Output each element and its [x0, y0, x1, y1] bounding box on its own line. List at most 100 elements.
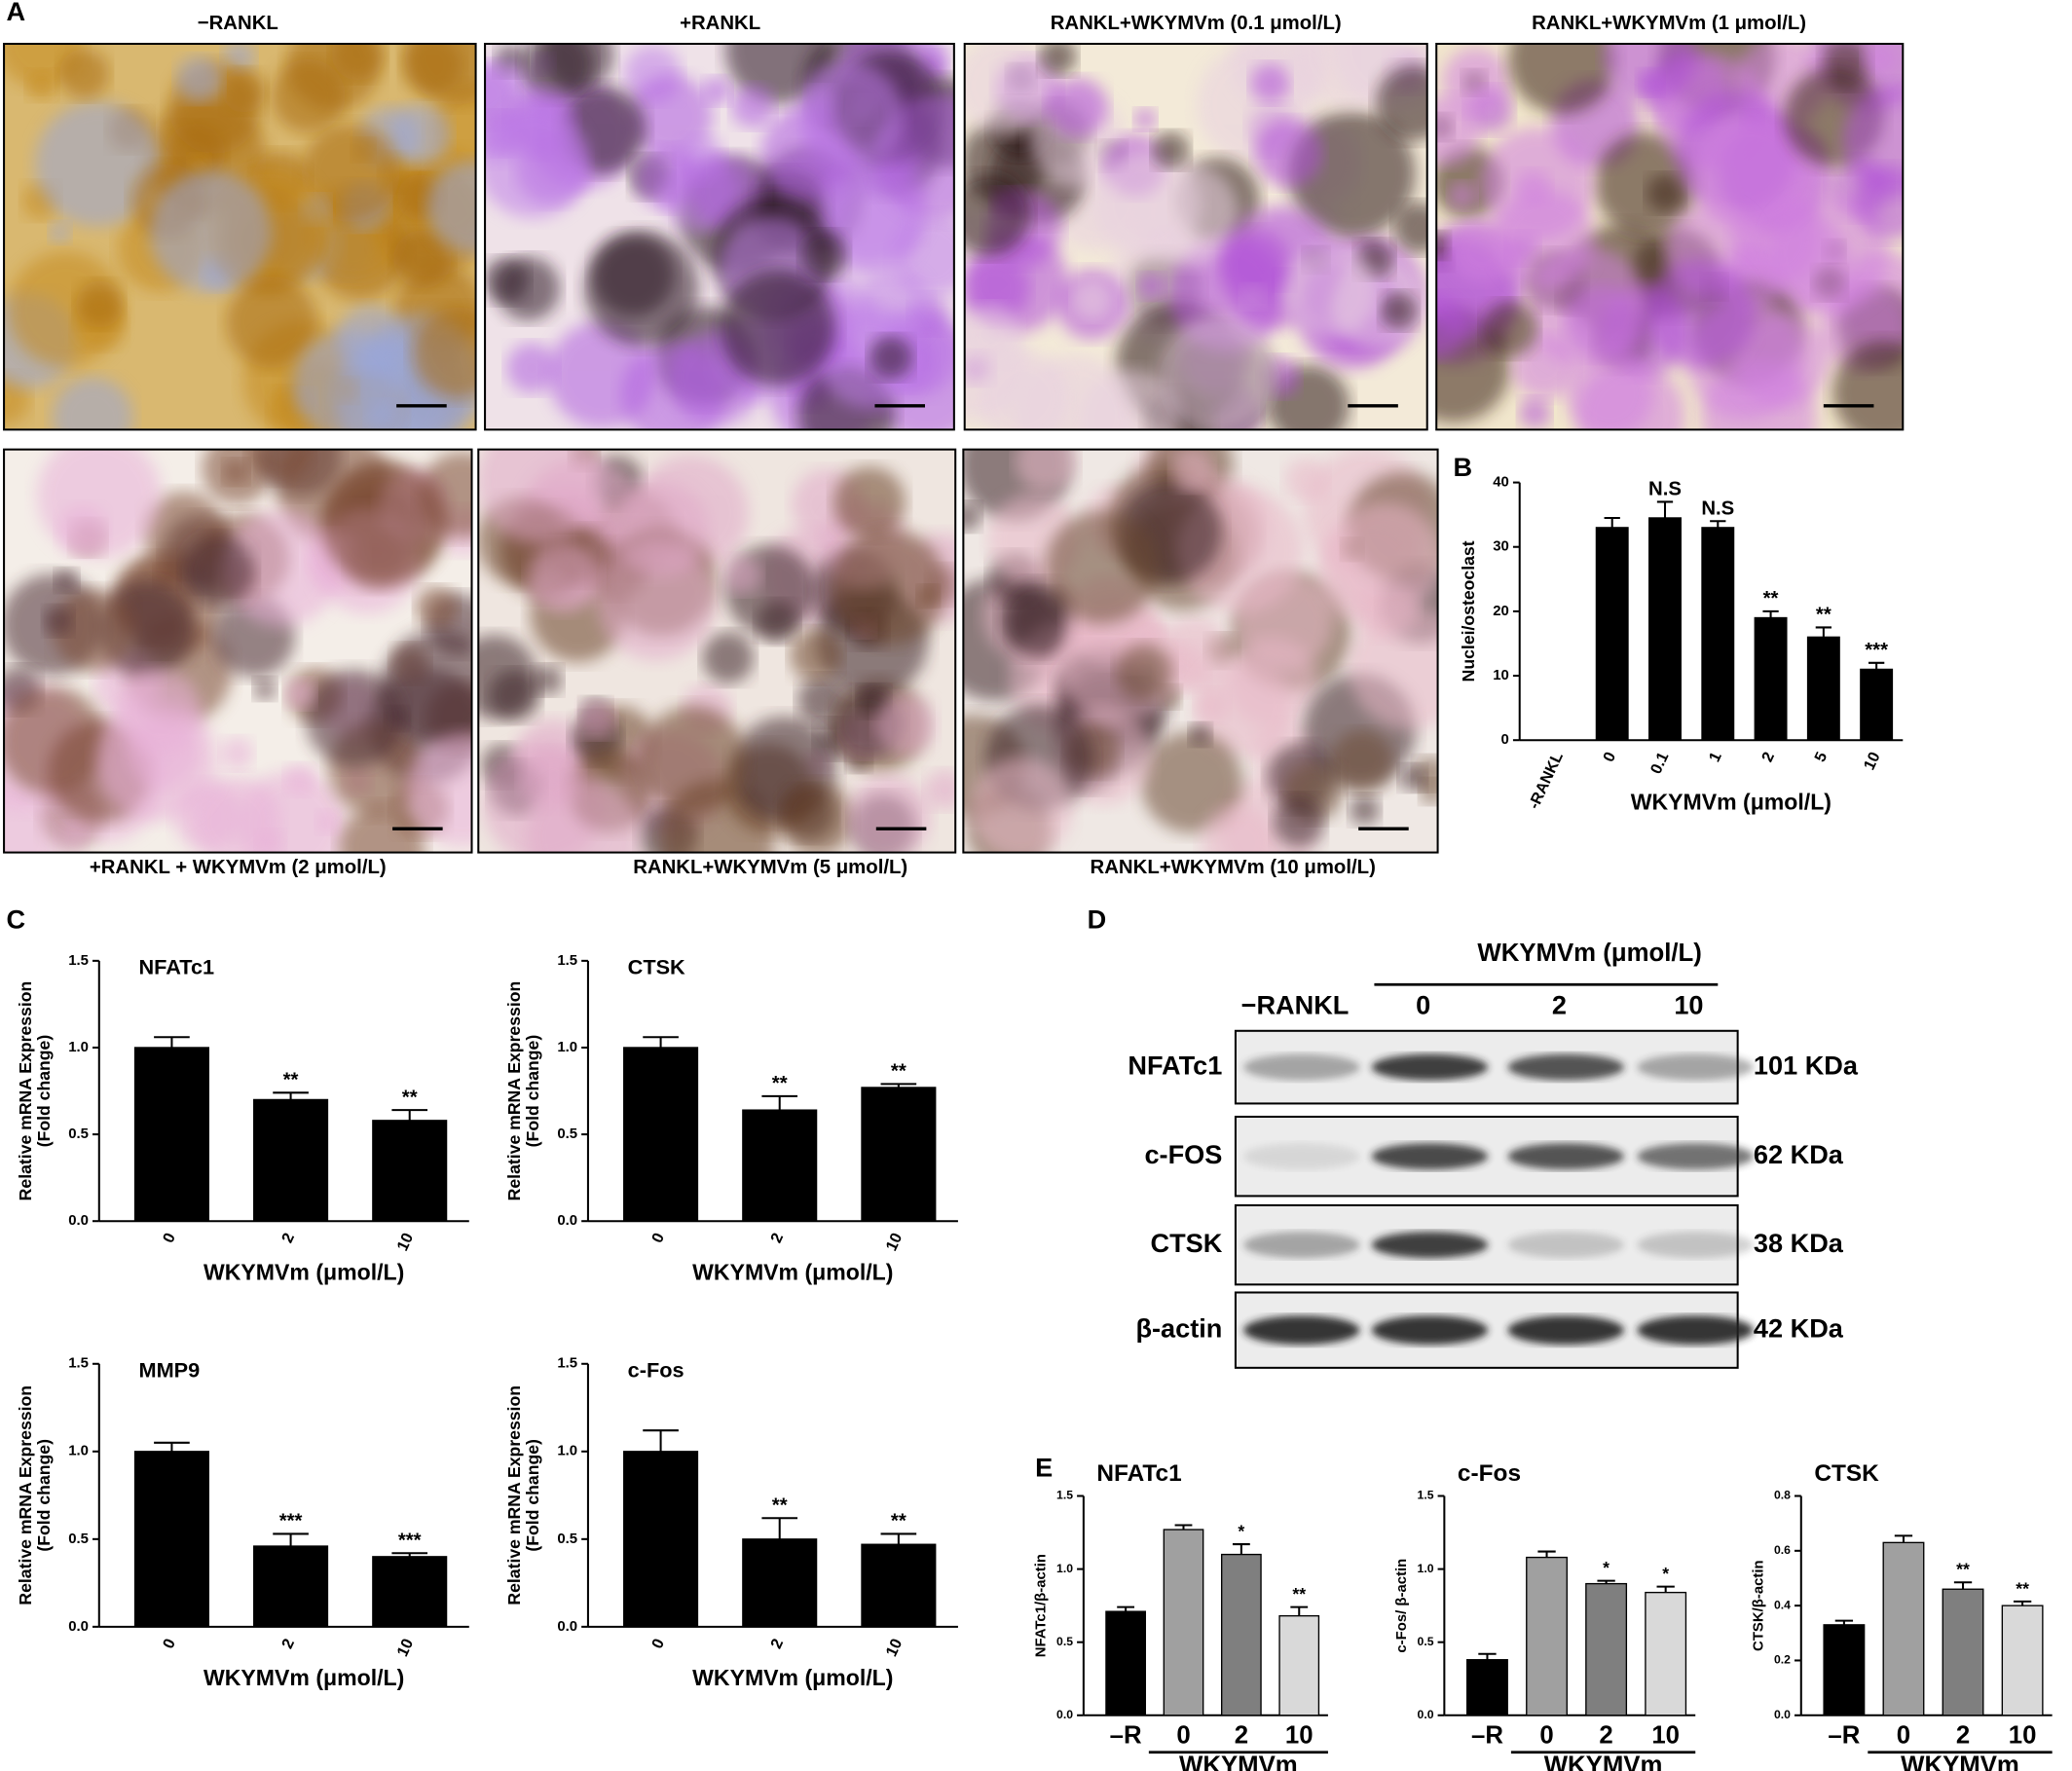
y-tick-label: 0.5	[1056, 1635, 1073, 1648]
cell	[1637, 69, 1664, 95]
significance: **	[1292, 1584, 1306, 1604]
micrograph	[3, 42, 477, 431]
cell	[1237, 573, 1334, 670]
cell	[405, 733, 472, 847]
bar	[623, 1047, 699, 1222]
y-axis-label: c-Fos/ β-actin	[1393, 1559, 1410, 1653]
cell	[532, 665, 563, 695]
cell	[1015, 449, 1077, 493]
band-size: 62 KDa	[1754, 1139, 1844, 1169]
x-tick-label: 0	[1176, 1721, 1190, 1749]
x-tick-label: 10	[2009, 1721, 2037, 1749]
band-size: 42 KDa	[1754, 1312, 1844, 1343]
cell	[52, 589, 135, 672]
cell	[271, 58, 346, 133]
cell	[380, 629, 472, 745]
cell	[1116, 644, 1173, 701]
blot-title: WKYMVm (μmol/L)	[1477, 940, 1701, 967]
cell	[1273, 795, 1325, 848]
blot-band	[1637, 1315, 1754, 1346]
cell	[964, 255, 1029, 323]
cell	[248, 449, 312, 482]
cell	[478, 449, 602, 543]
significance: **	[1763, 588, 1779, 609]
y-axis-label: Relative mRNA Expression	[16, 1385, 35, 1605]
significance: ***	[398, 1530, 422, 1551]
cell	[1189, 723, 1211, 746]
blot-band	[1243, 1143, 1360, 1170]
x-tick-label: 10	[393, 1636, 417, 1659]
cell	[796, 61, 904, 169]
cell	[75, 280, 124, 328]
micrograph-frame	[484, 42, 955, 431]
chart-title: MMP9	[139, 1358, 201, 1383]
error-bar	[154, 1441, 190, 1452]
y-axis-label: (Fold change)	[523, 1439, 542, 1552]
x-tick-label: 10	[882, 1636, 906, 1659]
error-bar	[1597, 1579, 1615, 1584]
y-tick-label: 0.0	[1774, 1708, 1791, 1721]
lane-label: 2	[1552, 990, 1567, 1020]
micrograph-title: +RANKL + WKYMVm (2 μmol/L)	[90, 857, 387, 878]
cell	[34, 101, 161, 227]
cell	[1328, 502, 1438, 617]
cell	[1159, 316, 1277, 430]
x-axis-label: WKYMVm (μmol/L)	[204, 1260, 404, 1285]
bar	[1754, 616, 1788, 741]
significance: *	[1662, 1564, 1669, 1583]
cell	[830, 529, 947, 646]
protein-label: c-FOS	[1144, 1139, 1222, 1169]
y-tick-label: 0.0	[68, 1212, 89, 1229]
bar	[1860, 668, 1894, 741]
bar	[861, 1087, 937, 1222]
cell	[1039, 43, 1077, 76]
significance: **	[772, 1073, 788, 1094]
y-axis-label: (Fold change)	[523, 1035, 542, 1148]
error-bar	[1762, 609, 1779, 618]
cell	[1448, 181, 1476, 209]
significance: **	[1956, 1560, 1970, 1579]
y-tick-label: 0.0	[557, 1212, 577, 1229]
y-tick-label: 0.8	[1774, 1489, 1791, 1502]
cell	[496, 256, 560, 321]
chart-title: CTSK	[1814, 1460, 1879, 1487]
y-tick-label: 1.5	[68, 1355, 89, 1372]
significance: N.S	[1648, 479, 1682, 500]
y-tick-label: 0.5	[557, 1531, 577, 1547]
error-bar	[1894, 1534, 1913, 1543]
micrograph-title: RANKL+WKYMVm (0.1 μmol/L)	[1051, 13, 1342, 34]
cell	[389, 104, 451, 166]
cell	[1595, 131, 1698, 236]
bar	[2001, 1605, 2044, 1716]
cell	[963, 502, 981, 532]
cell	[1767, 193, 1889, 314]
significance: **	[283, 1069, 299, 1090]
cell	[55, 569, 79, 592]
micrograph-title: +RANKL	[680, 13, 760, 34]
y-axis-label: Nuclei/osteoclast	[1459, 540, 1478, 682]
micrograph-texture	[963, 449, 1438, 853]
micrograph-texture	[478, 449, 956, 853]
bar	[253, 1098, 329, 1222]
y-tick-label: 0	[1501, 731, 1509, 748]
chart-title: c-Fos	[628, 1358, 684, 1383]
cell	[702, 76, 731, 105]
group-label: WKYMVm	[1901, 1753, 2019, 1771]
micrograph-texture	[964, 43, 1427, 430]
micrograph-title: RANKL+WKYMVm (5 μmol/L)	[633, 857, 907, 878]
cell	[426, 161, 476, 253]
error-bar	[1290, 1605, 1309, 1616]
y-tick-label: 1.5	[557, 952, 577, 969]
y-tick-label: 0.5	[68, 1125, 89, 1142]
cell	[628, 74, 713, 159]
cell	[223, 509, 341, 627]
cell	[315, 809, 340, 834]
micrograph-frame	[963, 42, 1428, 431]
cell	[1094, 152, 1202, 258]
cell	[52, 377, 133, 430]
cell	[584, 231, 699, 346]
cell	[253, 678, 277, 701]
error-bar	[880, 1532, 917, 1545]
cell	[526, 779, 641, 853]
error-bar	[643, 1036, 679, 1048]
